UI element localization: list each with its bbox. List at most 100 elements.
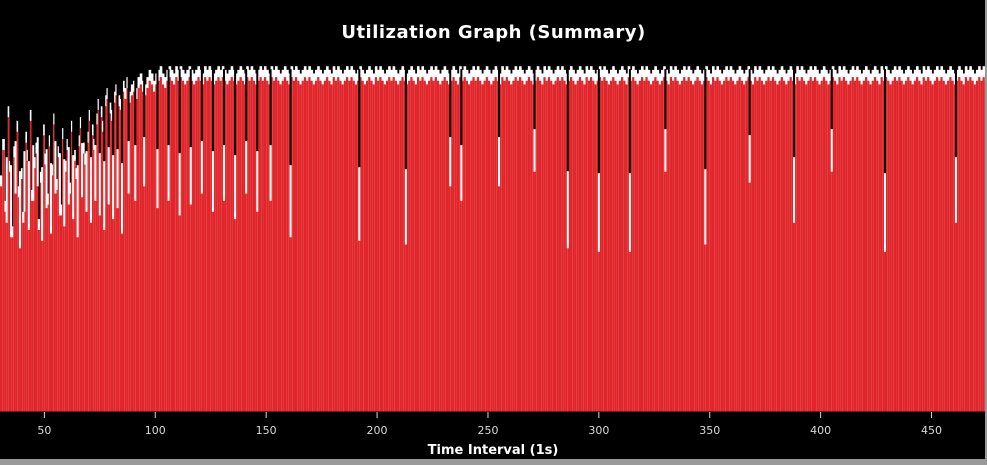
bar [397,84,400,413]
bar [53,124,56,412]
bar [816,80,819,412]
bar [507,80,511,412]
bar [159,77,163,413]
bar [294,77,298,413]
x-axis-label: Time Interval (1s) [428,443,559,458]
bar [181,80,185,412]
bar [975,80,979,412]
bar [951,80,955,412]
bar [239,77,243,413]
bar [212,84,216,413]
bar [170,80,174,412]
bar [270,77,274,413]
bar [303,77,307,413]
bar [454,80,458,412]
bar [354,84,358,413]
bar [334,80,338,412]
bar [825,80,828,412]
bar [17,197,21,412]
bar [656,80,660,412]
bar [634,80,637,412]
bar [246,77,249,413]
bar [434,77,438,413]
x-tick-label: 100 [145,424,166,437]
bar [964,77,968,413]
bar [720,84,724,413]
bar [618,80,622,412]
bar [64,171,67,412]
bar [215,80,218,412]
bar [385,80,389,412]
bar [561,77,564,413]
bar [935,77,939,413]
bar [13,157,16,412]
bar [456,84,460,413]
bar [281,80,285,412]
bar [337,77,340,413]
bar [339,80,342,412]
bar [374,77,378,413]
x-tick-label: 200 [367,424,388,437]
bar [973,84,977,413]
bar [192,84,196,413]
bar [84,164,87,412]
bar [709,84,713,413]
bar [419,80,422,412]
bar [902,84,906,413]
bar [232,80,236,412]
bar [918,80,921,412]
bar [48,146,52,412]
bar [35,153,39,412]
bar [301,80,305,412]
bar [700,84,704,413]
bar [771,77,775,413]
bar [261,80,265,412]
bar [798,80,802,412]
bar [19,179,23,412]
bar [144,95,147,412]
bar [255,84,258,413]
bar [346,77,349,413]
bar [820,80,824,412]
bar [707,80,711,412]
bar [785,84,788,413]
bar [558,80,562,412]
bar [421,77,425,413]
bar [86,142,90,412]
bar [904,80,908,412]
bar [705,77,708,413]
bar [550,80,553,412]
bar [969,77,972,413]
bar [862,80,866,412]
bar [108,113,112,413]
bar [77,146,81,412]
bar [840,80,844,412]
bar [616,84,620,413]
bar [953,84,957,413]
bar [323,80,327,412]
bar [924,80,928,412]
bar [521,80,524,412]
bar [754,77,757,413]
bar [734,84,737,413]
bar [955,80,959,412]
bar [186,80,189,412]
bar [787,80,790,412]
bar [219,80,223,412]
bar [476,77,480,413]
bar [157,80,161,412]
bar [62,139,65,412]
bar [543,77,547,413]
bar [266,80,269,412]
bar [275,77,278,413]
bar [776,84,779,413]
bar [39,182,43,412]
bar [317,77,320,413]
bar [576,80,580,412]
bar [259,77,263,413]
bar [195,80,198,412]
bar [279,84,283,413]
bar [791,80,795,412]
bar [876,80,879,412]
